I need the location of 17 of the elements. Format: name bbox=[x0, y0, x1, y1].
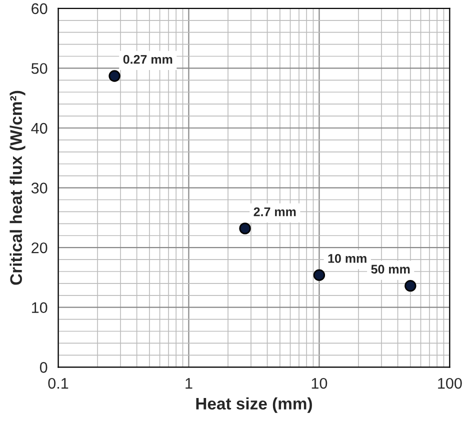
y-axis-title: Critical heat flux (W/cm²) bbox=[10, 90, 26, 285]
x-tick-label: 100 bbox=[438, 378, 462, 389]
y-tick-label: 10 bbox=[32, 302, 48, 314]
x-tick-label: 0.1 bbox=[48, 378, 68, 389]
x-tick-label: 10 bbox=[312, 378, 328, 389]
y-tick-label: 40 bbox=[31, 122, 48, 134]
annotation: 50 mm bbox=[371, 264, 410, 274]
annotation: 10 mm bbox=[328, 254, 366, 263]
y-tick-label: 20 bbox=[32, 242, 48, 254]
y-tick-label: 50 bbox=[31, 63, 48, 74]
y-tick-label: 0 bbox=[40, 362, 48, 373]
x-axis-title: Heat size (mm) bbox=[196, 397, 312, 413]
annotation: 2.7 mm bbox=[254, 207, 296, 216]
y-tick-label: 30 bbox=[31, 182, 48, 194]
annotation: 0.27 mm bbox=[123, 54, 172, 64]
y-tick-label: 60 bbox=[32, 3, 48, 14]
x-tick-label: 1 bbox=[186, 378, 192, 389]
